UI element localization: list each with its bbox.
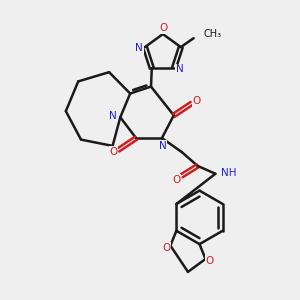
Text: CH₃: CH₃ <box>204 29 222 39</box>
Text: NH: NH <box>221 168 237 178</box>
Text: N: N <box>159 141 167 151</box>
Text: O: O <box>160 23 168 33</box>
Text: O: O <box>172 175 181 185</box>
Text: N: N <box>176 64 184 74</box>
Text: N: N <box>135 43 143 53</box>
Text: O: O <box>192 97 201 106</box>
Text: O: O <box>109 147 118 157</box>
Text: N: N <box>110 111 117 121</box>
Text: O: O <box>205 256 214 266</box>
Text: O: O <box>162 243 171 253</box>
